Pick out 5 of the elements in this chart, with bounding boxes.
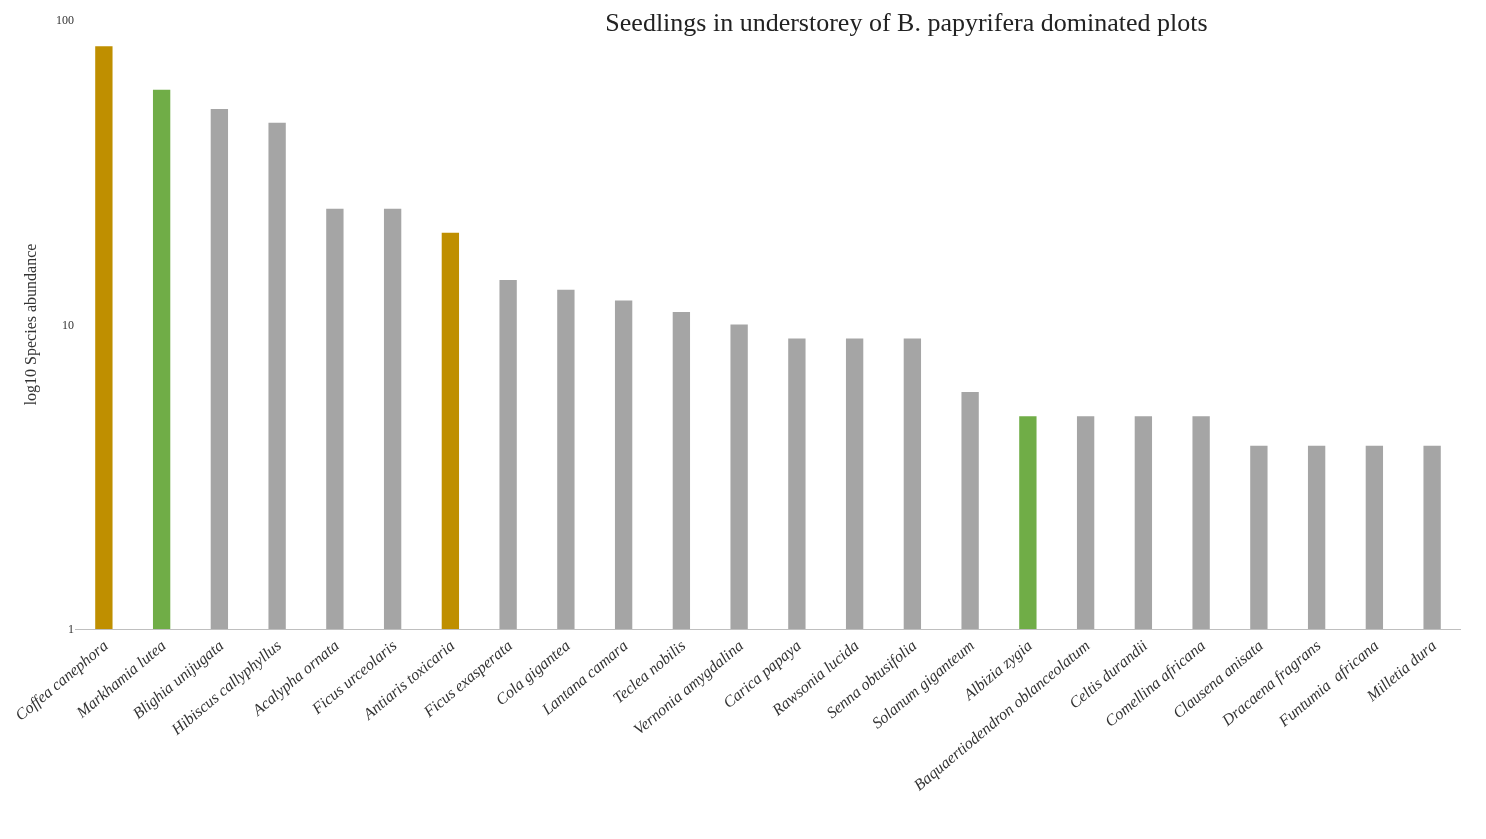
y-axis-title: log10 Species abundance	[21, 243, 40, 406]
chart-title: Seedlings in understorey of B. papyrifera dominated plots	[605, 7, 1208, 37]
y-tick-label: 1	[68, 622, 74, 637]
y-tick-label: 100	[56, 13, 74, 28]
y-tick-label: 10	[62, 317, 74, 332]
